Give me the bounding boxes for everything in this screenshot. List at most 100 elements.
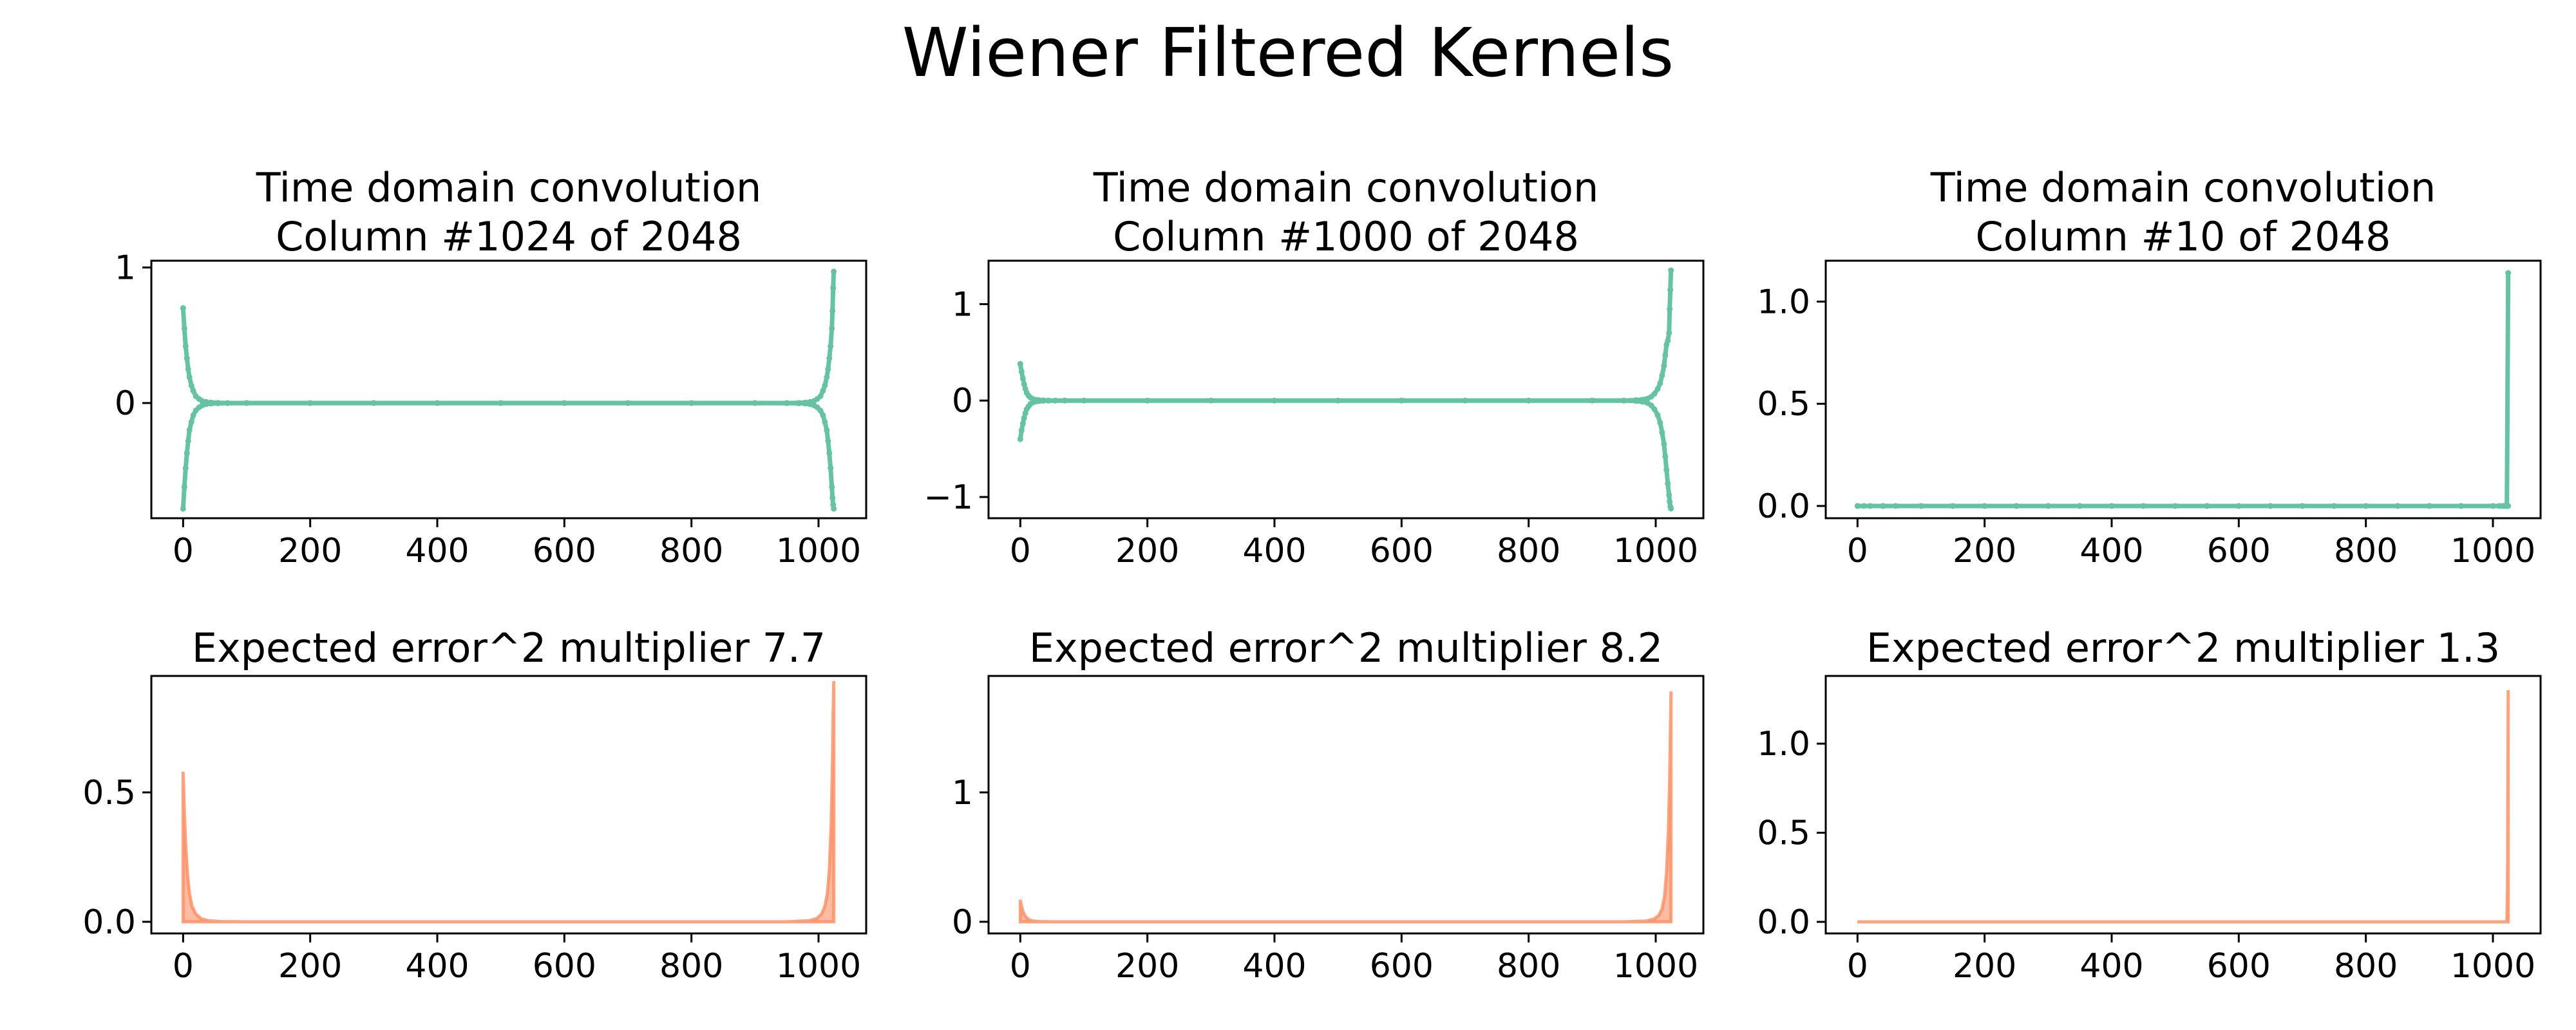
- data-point: [1666, 330, 1672, 336]
- data-point: [1667, 499, 1673, 505]
- data-point: [1526, 397, 1532, 404]
- axes-frame: [987, 259, 1705, 520]
- series-trace: [180, 400, 837, 511]
- data-point: [795, 400, 802, 406]
- data-point: [1918, 503, 1924, 509]
- x-tick-label: 800: [659, 947, 723, 986]
- data-point: [1648, 402, 1654, 409]
- data-point: [1661, 362, 1667, 369]
- data-layer: [1017, 267, 1674, 512]
- data-point: [1665, 480, 1671, 487]
- data-point: [820, 388, 826, 394]
- data-point: [185, 366, 191, 372]
- x-tick-label: 200: [278, 532, 342, 570]
- x-tick-label: 600: [1370, 532, 1434, 570]
- axes-frame: [150, 675, 867, 935]
- x-tick-label: 800: [2334, 947, 2398, 986]
- data-point: [625, 400, 631, 406]
- y-tick-label: −1: [923, 478, 973, 517]
- data-point: [1651, 391, 1658, 397]
- data-point: [498, 400, 504, 406]
- data-point: [1335, 397, 1341, 404]
- data-point: [182, 343, 189, 350]
- subplot-title-line: Column #10 of 2048: [1976, 213, 2391, 260]
- y-tick-label: 1: [115, 249, 136, 288]
- data-point: [370, 400, 377, 406]
- x-tick-label: 0: [173, 532, 194, 570]
- x-tick-label: 1000: [776, 532, 861, 570]
- subplot-title: Expected error^2 multiplier 1.3: [1866, 624, 2500, 671]
- data-point: [1659, 372, 1665, 379]
- x-tick-label: 0: [1010, 947, 1031, 986]
- x-tick-label: 200: [278, 947, 342, 986]
- data-point: [2394, 503, 2401, 509]
- series-trace: [1018, 268, 1674, 403]
- data-point: [1663, 467, 1670, 473]
- data-point: [1654, 386, 1661, 392]
- data-point: [1861, 503, 1867, 509]
- x-tick-label: 1000: [1613, 947, 1698, 986]
- data-point: [181, 484, 187, 491]
- x-tick-label: 600: [1370, 947, 1434, 986]
- data-point: [831, 505, 837, 512]
- subplot-title-line: Column #1024 of 2048: [276, 213, 742, 260]
- series-trace: [1855, 270, 2511, 509]
- data-point: [1657, 380, 1663, 386]
- subplot-title-line: Time domain convolution: [256, 164, 762, 211]
- y-tick-label: 0: [952, 382, 973, 420]
- data-point: [2299, 503, 2306, 509]
- x-tick-label: 600: [2207, 532, 2271, 570]
- x-tick-label: 200: [1953, 532, 2016, 570]
- data-point: [203, 401, 209, 407]
- data-point: [224, 400, 231, 406]
- series-trace: [1018, 398, 1674, 511]
- data-point: [2426, 503, 2432, 509]
- data-point: [1462, 397, 1468, 404]
- y-tick-label: 0: [115, 384, 136, 423]
- y-tick-label: 0.5: [82, 774, 136, 812]
- data-layer: [1854, 270, 2512, 509]
- x-tick-label: 800: [1497, 532, 1560, 570]
- data-point: [817, 393, 824, 400]
- data-layer: [181, 680, 836, 924]
- data-point: [190, 412, 196, 418]
- data-point: [2013, 503, 2020, 509]
- data-point: [190, 388, 196, 394]
- x-tick-label: 1000: [2450, 532, 2535, 570]
- data-point: [1949, 503, 1956, 509]
- data-point: [180, 305, 186, 312]
- subplot-5: Expected error^2 multiplier 8.2 0 200 400 60…: [952, 624, 1705, 986]
- data-point: [1017, 360, 1023, 367]
- data-point: [215, 400, 222, 406]
- data-point: [1045, 397, 1052, 404]
- data-point: [1144, 397, 1151, 404]
- x-tick-label: 200: [1953, 947, 2016, 986]
- area-fill: [181, 680, 836, 924]
- data-point: [185, 438, 191, 444]
- x-tick-label: 0: [1847, 947, 1868, 986]
- x-tick-label: 600: [2207, 947, 2271, 986]
- data-point: [2331, 503, 2337, 509]
- data-point: [561, 400, 567, 406]
- data-point: [1651, 406, 1658, 413]
- data-layer: [1857, 690, 2510, 924]
- data-point: [2140, 503, 2146, 509]
- y-tick-label: 1: [952, 774, 973, 812]
- data-point: [829, 308, 836, 314]
- data-point: [186, 427, 193, 433]
- subplot-title-line: Column #1000 of 2048: [1113, 213, 1579, 260]
- data-point: [1665, 337, 1671, 344]
- data-point: [1666, 492, 1672, 498]
- data-point: [2504, 503, 2510, 509]
- x-tick-label: 1000: [776, 947, 861, 986]
- subplot-title-line: Time domain convolution: [1093, 164, 1599, 211]
- x-tick-label: 0: [1847, 532, 1868, 570]
- data-point: [180, 505, 186, 512]
- data-point: [822, 382, 828, 389]
- data-point: [829, 325, 835, 332]
- subplot-title-line: Time domain convolution: [1930, 164, 2436, 211]
- data-point: [820, 412, 826, 418]
- data-point: [1880, 503, 1886, 509]
